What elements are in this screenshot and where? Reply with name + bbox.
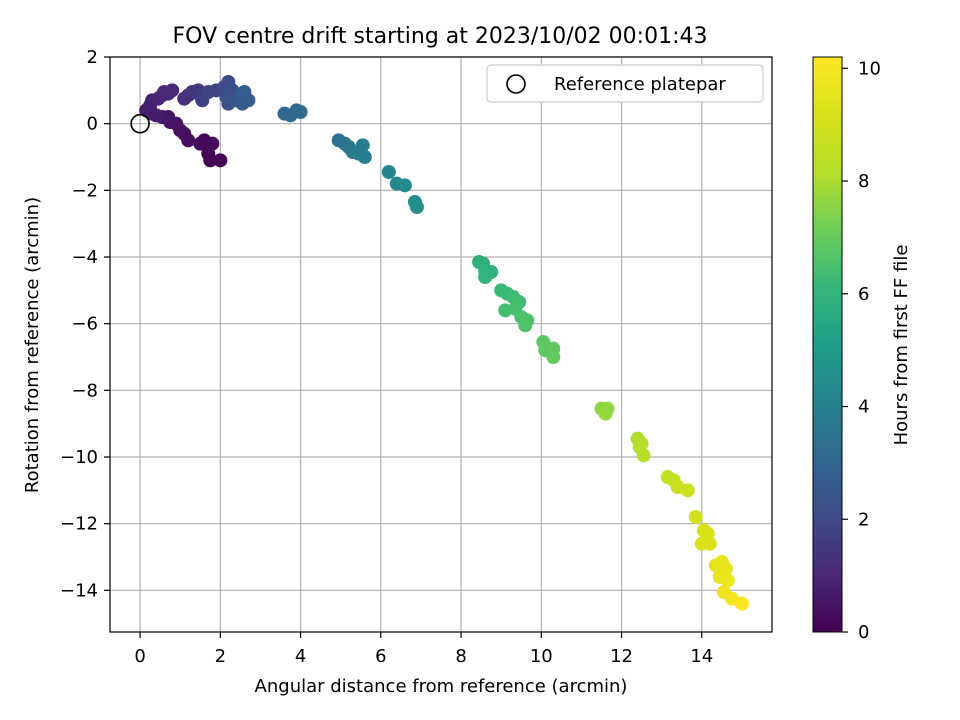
legend-box [486,64,764,103]
x-tick-label: 0 [134,646,145,667]
x-axis-ticks: 0 2 4 6 8 10 12 14 [134,632,713,667]
x-tick-label: 4 [295,646,306,667]
scatter-point [478,270,493,284]
scatter-point [680,483,695,498]
scatter-point [518,318,533,333]
y-tick-label: 0 [87,114,98,135]
y-tick-label: 2 [87,47,98,68]
x-tick-label: 14 [690,646,713,667]
scatter-point [734,596,749,611]
scatter-point [205,136,220,151]
scatter-point [357,150,372,164]
colorbar [812,56,843,633]
legend-entry-label: Reference platepar [554,74,726,95]
y-tick-label: −10 [60,447,98,468]
scatter-point [688,510,703,524]
colorbar-tick-label: 6 [858,284,869,305]
y-axis-ticks: 2 0 −2 −4 −6 −8 −10 −12 −14 [60,47,110,601]
colorbar-tick-label: 10 [858,58,881,79]
scatter-point [165,83,180,98]
scatter-point [636,448,651,463]
chart-title: FOV centre drift starting at 2023/10/02 … [173,24,708,49]
colorbar-tick-label: 2 [858,509,869,530]
scatter-point [213,153,228,168]
legend-marker-open-circle [506,74,526,94]
x-tick-label: 12 [610,646,633,667]
scatter-point [381,165,396,179]
reference-platepar-marker [130,113,150,134]
colorbar-tick-label: 8 [858,171,869,192]
y-tick-label: −12 [60,514,98,535]
scatter-point [397,178,412,193]
colorbar-label: Hours from first FF file [891,245,912,446]
x-tick-label: 6 [375,646,386,667]
colorbar-tick-label: 4 [858,397,869,418]
y-tick-label: −4 [71,247,98,268]
scatter-point [237,85,252,99]
scatter-points [139,75,749,611]
x-tick-label: 10 [530,646,553,667]
scatter-point [702,536,717,551]
scatter-point [409,200,424,214]
x-tick-label: 2 [215,646,226,667]
y-tick-label: −2 [71,180,98,201]
y-axis-label: Rotation from reference (arcmin) [22,197,43,493]
x-axis-label: Angular distance from reference (arcmin) [255,676,628,697]
legend: Reference platepar [486,64,764,103]
scatter-point [293,105,308,119]
colorbar-tick-label: 0 [858,622,869,643]
y-tick-label: −8 [71,380,98,401]
scatter-point [720,573,735,588]
scatter-point [355,138,370,153]
y-tick-label: −6 [71,314,98,335]
scatter-point [598,406,613,421]
x-tick-label: 8 [455,646,466,667]
plot-frame [109,56,773,633]
y-tick-label: −14 [60,580,98,601]
colorbar-ticks: 0 2 4 6 8 10 [842,58,881,643]
scatter-point [546,350,561,364]
